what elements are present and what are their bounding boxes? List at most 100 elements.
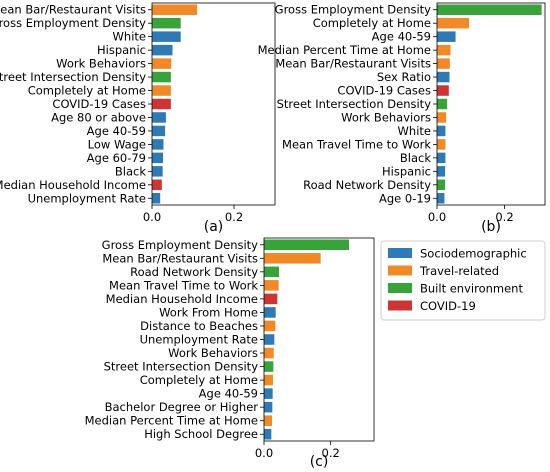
bar-a-13 (152, 166, 163, 177)
y-tick-label: Hispanic (97, 43, 146, 57)
y-tick-label: Mean Travel Time to Work (109, 278, 258, 292)
x-tick-label: 0.2 (322, 446, 340, 460)
bar-b-5 (437, 58, 450, 69)
bar-a-8 (152, 98, 171, 110)
legend: Sociodemographic Travel-related Built envi… (380, 240, 546, 321)
y-tick-label: Mean Bar/Restaurant Visits (0, 3, 146, 17)
y-tick-label: Road Network Density (303, 178, 431, 192)
bar-b-9 (437, 112, 447, 123)
bar-b-2 (437, 17, 470, 29)
bar-b-12 (437, 152, 446, 164)
bar-b-10 (437, 125, 446, 137)
x-tick-label: 0.0 (143, 210, 161, 224)
bar-b-8 (437, 98, 448, 110)
bar-b-13 (437, 166, 446, 177)
bar-c-12 (264, 388, 273, 399)
x-tick-label: 0.0 (255, 446, 273, 460)
bar-c-11 (264, 374, 273, 386)
y-tick-label: Work From Home (159, 305, 258, 319)
bar-a-11 (152, 139, 164, 150)
y-tick-label: Sex Ratio (377, 70, 431, 84)
y-tick-label: Work Behaviors (56, 57, 146, 71)
bar-a-10 (152, 125, 166, 137)
bar-c-13 (264, 401, 273, 413)
bar-c-4 (264, 280, 279, 291)
bar-a-4 (152, 44, 173, 56)
y-tick-label: Median Household Income (106, 292, 258, 306)
bar-b-3 (437, 31, 456, 42)
y-tick-label: Age 80 or above (51, 110, 146, 124)
legend-swatch (388, 248, 412, 258)
axes-frame (151, 2, 276, 206)
y-tick-label: Gross Employment Density (102, 238, 259, 252)
legend-label: Travel-related (419, 264, 499, 278)
y-tick-label: Age 40-59 (372, 30, 431, 44)
bar-c-7 (264, 320, 276, 332)
y-tick-label: Road Network Density (130, 265, 258, 279)
bar-a-6 (152, 71, 171, 83)
x-tick-label: 0.2 (495, 210, 513, 224)
legend-label: Sociodemographic (420, 247, 527, 261)
y-tick-label: Age 0-19 (379, 191, 431, 205)
legend-frame (380, 240, 546, 321)
bar-a-3 (152, 31, 181, 42)
panel-label: (b) (481, 219, 501, 235)
y-tick-label: White (113, 30, 146, 44)
legend-swatch (388, 283, 412, 293)
x-tick-label: 0.0 (428, 210, 446, 224)
x-tick-label: 0.2 (225, 210, 243, 224)
y-tick-label: Hispanic (382, 164, 431, 178)
bar-a-5 (152, 58, 172, 69)
y-tick-label: Black (400, 151, 431, 165)
bar-c-9 (264, 347, 274, 359)
bar-b-1 (437, 4, 542, 15)
bar-a-2 (152, 17, 181, 29)
y-tick-label: White (398, 124, 431, 138)
y-tick-label: Mean Bar/Restaurant Visits (102, 251, 258, 265)
y-tick-label: Median Household Income (0, 178, 146, 192)
y-tick-label: COVID-19 Cases (52, 97, 146, 111)
bar-c-14 (264, 415, 272, 426)
bar-c-1 (264, 239, 349, 251)
bar-c-10 (264, 361, 274, 372)
y-tick-label: Distance to Beaches (140, 319, 258, 333)
bar-b-14 (437, 179, 446, 191)
y-tick-label: High School Degree (144, 427, 258, 441)
y-tick-label: COVID-19 Cases (337, 84, 431, 98)
bar-c-3 (264, 266, 279, 278)
bar-a-7 (152, 85, 171, 96)
bar-b-6 (437, 71, 450, 83)
y-tick-label: Work Behaviors (341, 110, 431, 124)
bar-b-4 (437, 44, 451, 56)
bar-c-15 (264, 428, 272, 440)
y-tick-label: Completely at Home (313, 16, 431, 30)
legend-swatch (388, 300, 412, 311)
y-tick-label: Street Intersection Density (277, 97, 432, 111)
y-tick-label: Black (115, 164, 146, 178)
y-tick-label: Age 60-79 (87, 151, 146, 165)
legend-swatch (388, 265, 412, 276)
bar-c-2 (264, 253, 321, 264)
y-tick-label: Gross Employment Density (0, 16, 146, 30)
y-tick-label: Work Behaviors (168, 346, 258, 360)
bar-a-9 (152, 112, 166, 123)
panel-label: (a) (204, 219, 224, 235)
bar-a-1 (152, 4, 198, 15)
bar-b-11 (437, 139, 446, 150)
y-tick-label: Bachelor Degree or Higher (105, 400, 259, 414)
axes-frame (263, 237, 375, 442)
y-tick-label: Street Intersection Density (0, 70, 146, 84)
y-tick-label: Unemployment Rate (28, 191, 146, 205)
bar-c-6 (264, 307, 276, 318)
bar-a-12 (152, 152, 164, 164)
bar-b-15 (437, 193, 445, 204)
y-tick-label: Median Percent Time at Home (258, 43, 431, 57)
bar-c-5 (264, 293, 278, 305)
y-tick-label: Mean Travel Time to Work (282, 137, 431, 151)
bar-a-14 (152, 179, 162, 191)
axes-frame (436, 2, 546, 206)
bar-a-15 (152, 193, 161, 204)
